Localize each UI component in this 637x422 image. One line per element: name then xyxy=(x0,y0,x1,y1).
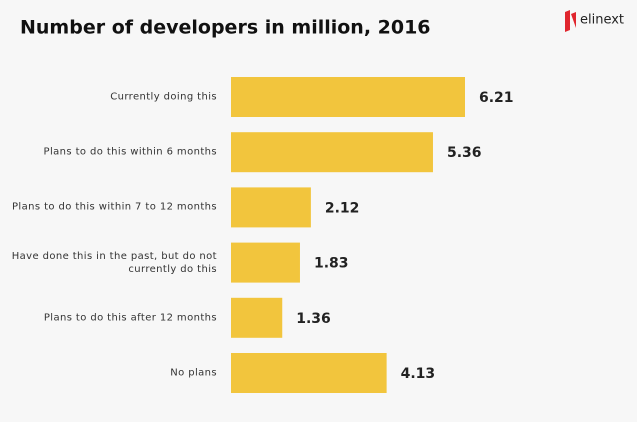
category-label: Plans to do this after 12 months xyxy=(43,312,217,324)
bar xyxy=(231,297,283,338)
chart-title: Number of developers in million, 2016 xyxy=(20,17,431,39)
bar xyxy=(231,187,311,228)
bar xyxy=(231,353,387,393)
value-label: 2.12 xyxy=(325,200,360,216)
bar xyxy=(231,77,465,117)
category-label: Plans to do this within 6 months xyxy=(43,146,217,158)
category-label: Currently doing this xyxy=(110,91,217,103)
category-label: No plans xyxy=(170,367,217,379)
value-label: 1.36 xyxy=(296,311,331,327)
value-label: 5.36 xyxy=(447,145,482,161)
value-label: 4.13 xyxy=(401,366,436,382)
value-label: 1.83 xyxy=(314,256,349,272)
bar xyxy=(231,242,300,283)
value-label: 6.21 xyxy=(479,90,514,106)
logo-text: elinext xyxy=(580,13,624,28)
bar xyxy=(231,132,433,173)
category-label: Have done this in the past, but do not c… xyxy=(11,250,217,275)
logo-icon xyxy=(565,10,576,32)
category-label: Plans to do this within 7 to 12 months xyxy=(12,201,217,213)
